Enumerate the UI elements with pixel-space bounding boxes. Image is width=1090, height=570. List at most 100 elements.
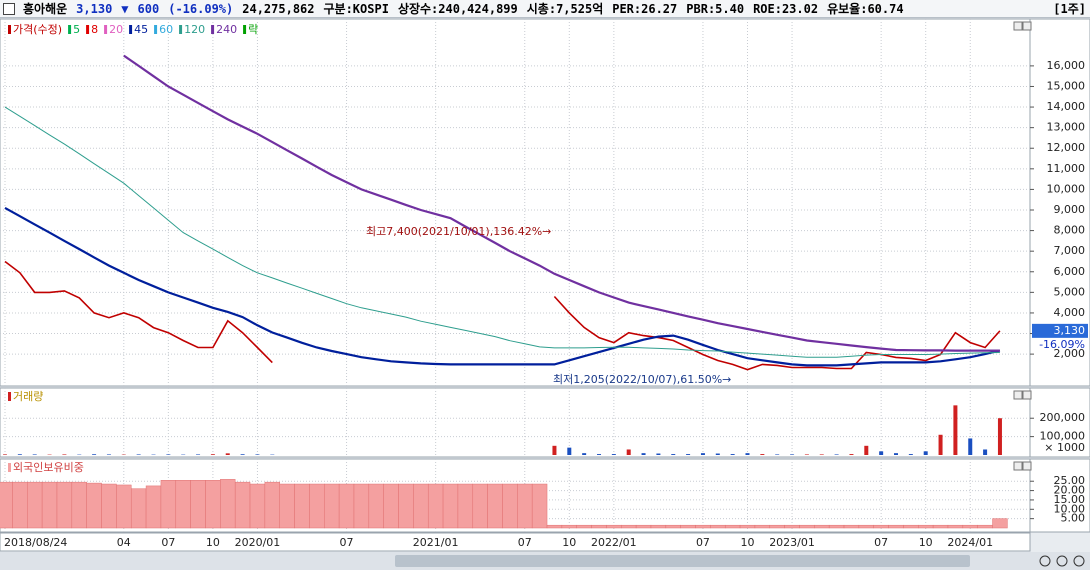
x-tick-label: 10	[562, 536, 576, 549]
bar	[517, 483, 533, 529]
bar	[427, 483, 444, 529]
bar	[582, 453, 587, 455]
y-tick-label: 15.00	[1054, 493, 1086, 506]
bar	[32, 454, 37, 455]
series-line	[4, 260, 1001, 371]
bar	[834, 454, 839, 455]
legend-label: 5	[73, 23, 80, 36]
bar	[398, 483, 414, 529]
bar	[962, 524, 978, 529]
bar	[561, 524, 577, 529]
bar	[225, 453, 230, 455]
legend-swatch	[8, 25, 11, 34]
legend-swatch	[179, 25, 183, 34]
bar	[27, 481, 43, 529]
bar	[656, 453, 661, 455]
bar	[650, 524, 667, 529]
legend-swatch	[104, 25, 108, 34]
scroll-thumb[interactable]	[395, 555, 970, 567]
legend-label: 240	[216, 23, 237, 36]
bar	[92, 454, 97, 455]
y-tick-label: 12,000	[1047, 141, 1086, 154]
x-tick-label: 10	[919, 536, 933, 549]
reserve: 유보율:60.74	[827, 2, 904, 16]
bar	[903, 524, 919, 529]
bar	[769, 524, 785, 529]
x-axis	[0, 532, 1031, 552]
period[interactable]: [1주]	[1053, 2, 1086, 16]
cap: 시총:7,525억	[526, 2, 604, 16]
bar	[309, 483, 325, 529]
series-line	[123, 54, 1000, 352]
bar	[116, 484, 132, 529]
bar	[784, 524, 800, 529]
change-pct: (-16.09%)	[168, 1, 234, 16]
y-tick-label: 100,000	[1040, 430, 1086, 443]
legend-label: 8	[91, 23, 98, 36]
y-tick-label: 25.00	[1054, 474, 1086, 487]
bar	[145, 485, 162, 529]
y-tick-label: 10.00	[1054, 502, 1086, 515]
x-tick-label: 04	[117, 536, 131, 549]
x-tick-label: 2023/01	[769, 536, 815, 549]
bar	[338, 483, 355, 529]
bar	[175, 480, 191, 529]
bar	[353, 483, 370, 529]
x-tick-label: 07	[874, 536, 888, 549]
bar	[695, 524, 711, 529]
annotation: 최저1,205(2022/10/07),61.50%→	[553, 373, 731, 386]
bar	[908, 454, 913, 455]
bar	[918, 524, 934, 529]
bar	[858, 524, 874, 529]
panel-button	[1013, 390, 1023, 400]
y-tick-label: 15,000	[1047, 79, 1086, 92]
y-tick-label: 8,000	[1054, 224, 1086, 237]
bar	[531, 483, 548, 529]
panel	[0, 18, 1031, 387]
bar	[819, 454, 824, 455]
bar	[3, 454, 7, 455]
zoom-in[interactable]	[1039, 555, 1051, 567]
bar	[873, 524, 889, 529]
legend-swatch	[243, 25, 247, 34]
market: 구분:KOSPI	[323, 2, 389, 16]
y-tick-label: 200,000	[1040, 411, 1086, 424]
panel-title: 외국인보유비중	[13, 461, 84, 474]
bar	[240, 454, 245, 455]
bar	[715, 453, 720, 455]
panel-button	[1013, 461, 1023, 471]
checkbox[interactable]	[3, 2, 15, 15]
bar	[932, 524, 949, 529]
bar	[442, 483, 459, 529]
y-tick-label: 5,000	[1054, 285, 1086, 298]
bar	[196, 454, 201, 455]
y-tick-label: 9,000	[1054, 203, 1086, 216]
bar	[255, 454, 260, 455]
bar	[591, 524, 607, 529]
bar	[686, 454, 691, 455]
zoom-reset[interactable]	[1073, 555, 1085, 567]
bar	[739, 524, 756, 529]
change-label: -16.09%	[1039, 338, 1085, 351]
x-tick-label: 10	[741, 536, 755, 549]
bar	[383, 483, 399, 529]
bar	[205, 480, 221, 529]
bar	[249, 483, 266, 529]
zoom-out[interactable]	[1056, 555, 1068, 567]
bar	[700, 453, 705, 455]
bar	[968, 438, 973, 455]
y-tick-label: 6,000	[1054, 265, 1086, 278]
bar	[324, 483, 340, 529]
panel-button	[1022, 461, 1032, 471]
legend-swatch	[129, 25, 133, 34]
bar	[947, 524, 964, 529]
bar	[745, 453, 750, 455]
legend-swatch	[86, 25, 90, 34]
volume: 24,275,862	[242, 1, 315, 16]
bar	[894, 453, 898, 455]
header: 흥아해운 3,130 ▼ 600 (-16.09%) 24,275,862 구분…	[0, 0, 1090, 18]
legend-label: 45	[134, 23, 148, 36]
bar	[849, 454, 854, 455]
y-tick-label: 2,000	[1054, 347, 1086, 360]
